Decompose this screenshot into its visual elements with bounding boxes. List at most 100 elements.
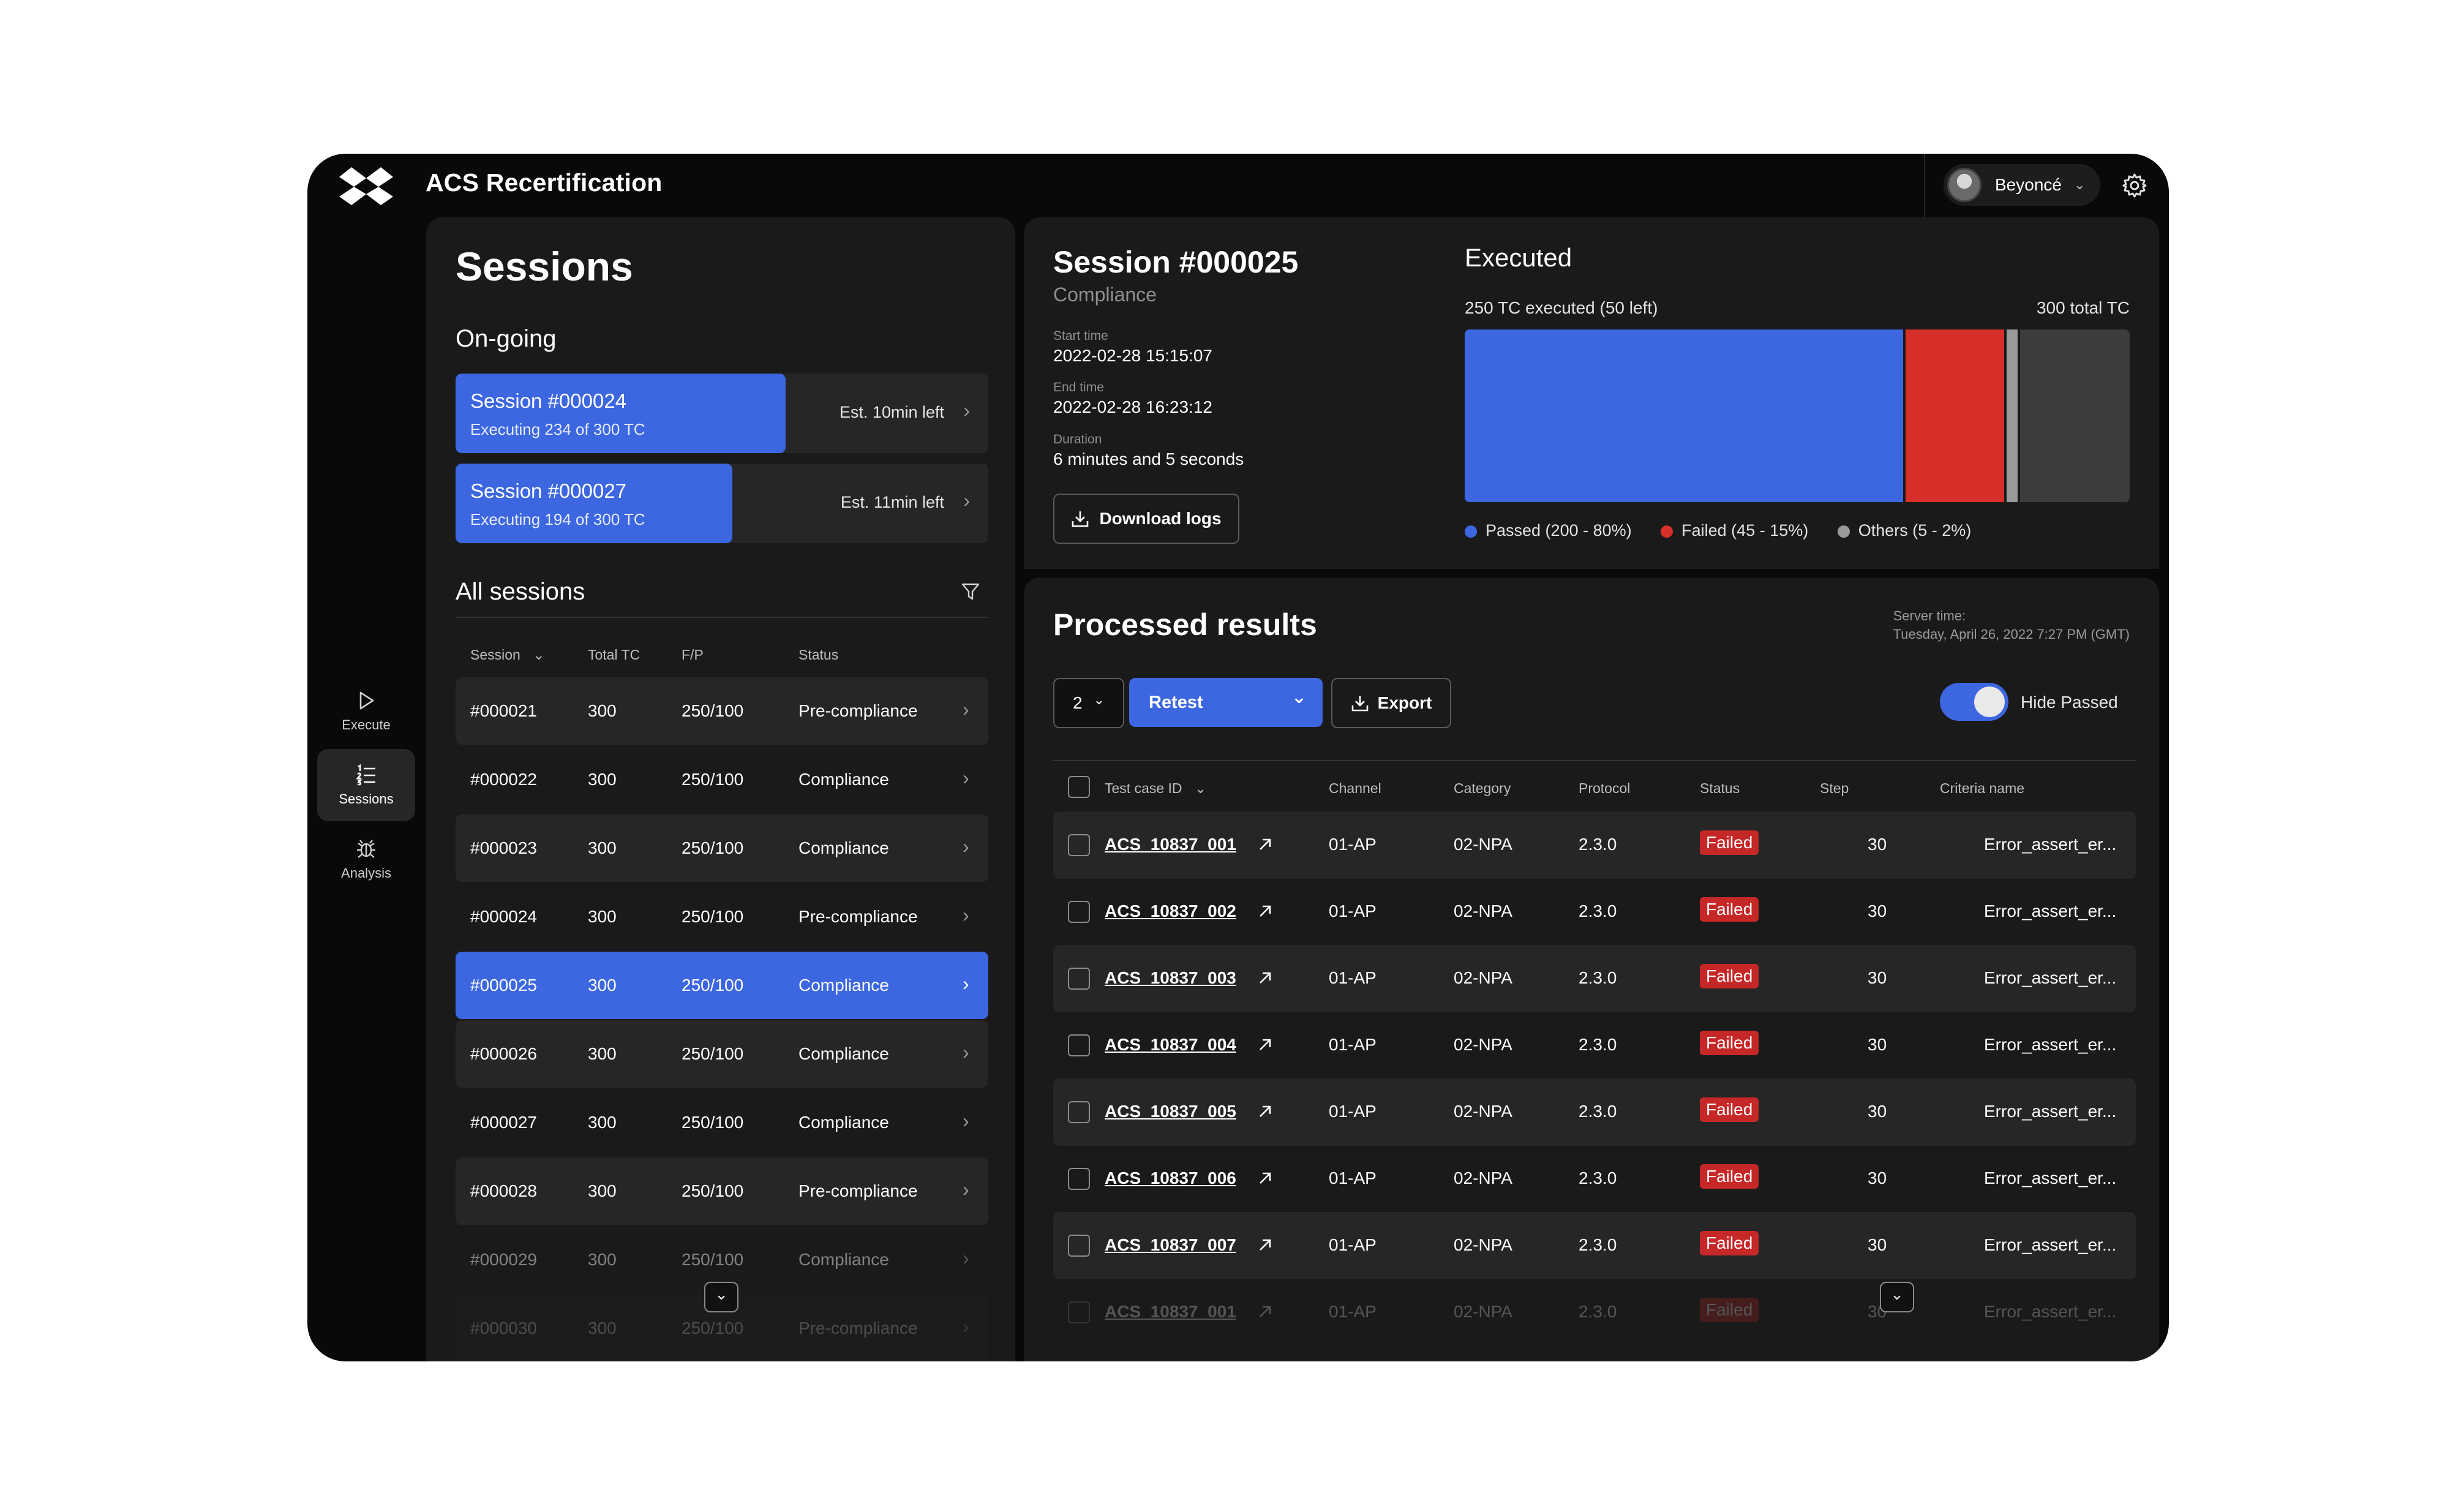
- table-row[interactable]: ACS_10837_005 01-AP 02-NPA 2.3.0 Failed …: [1053, 1078, 2136, 1146]
- scroll-down-button[interactable]: ⌄: [1880, 1282, 1914, 1312]
- executed-count: 250 TC executed (50 left): [1465, 298, 1658, 317]
- session-id: #000028: [470, 1181, 538, 1200]
- chevron-right-icon: ›: [963, 1041, 969, 1063]
- page-select[interactable]: 2 ⌄: [1053, 678, 1124, 728]
- nav-sessions[interactable]: Sessions: [317, 749, 415, 821]
- fail-pass: 250/100: [682, 976, 744, 995]
- row-checkbox[interactable]: [1068, 968, 1090, 990]
- table-row[interactable]: #000026 300 250/100 Compliance ›: [456, 1020, 988, 1088]
- app-logo-icon: [339, 167, 393, 205]
- table-row[interactable]: #000023 300 250/100 Compliance ›: [456, 815, 988, 882]
- start-time-value: 2022-02-28 15:15:07: [1053, 346, 1212, 365]
- status-badge: Failed: [1700, 1031, 1759, 1055]
- external-link-icon[interactable]: [1256, 1103, 1274, 1120]
- bug-icon: [357, 840, 375, 858]
- fail-pass: 250/100: [682, 1319, 744, 1338]
- session-progress-text: Executing 194 of 300 TC: [470, 510, 645, 529]
- session-eta: Est. 11min left: [840, 493, 944, 511]
- row-checkbox[interactable]: [1068, 1301, 1090, 1323]
- row-checkbox[interactable]: [1068, 901, 1090, 923]
- test-case-link[interactable]: ACS_10837_005: [1105, 1102, 1236, 1121]
- chevron-right-icon: ›: [963, 399, 970, 421]
- legend-others: Others (5 - 2%): [1837, 521, 1971, 540]
- scroll-down-button[interactable]: ⌄: [704, 1282, 738, 1312]
- hide-passed-toggle[interactable]: [1940, 683, 2008, 721]
- play-icon: [359, 691, 374, 710]
- column-header-total: Total TC: [588, 647, 640, 663]
- external-link-icon[interactable]: [1256, 1236, 1274, 1254]
- row-checkbox[interactable]: [1068, 1235, 1090, 1257]
- protocol: 2.3.0: [1579, 1035, 1617, 1054]
- nav-label: Execute: [342, 717, 391, 732]
- row-checkbox[interactable]: [1068, 1034, 1090, 1056]
- session-id: #000027: [470, 1113, 538, 1132]
- table-row[interactable]: ACS_10837_006 01-AP 02-NPA 2.3.0 Failed …: [1053, 1145, 2136, 1213]
- protocol: 2.3.0: [1579, 1168, 1617, 1187]
- session-id: #000022: [470, 770, 538, 789]
- total-tc: 300: [588, 1319, 617, 1338]
- external-link-icon[interactable]: [1256, 1036, 1274, 1053]
- table-row[interactable]: #000028 300 250/100 Pre-compliance ›: [456, 1157, 988, 1225]
- download-icon: [1351, 696, 1368, 712]
- legend-dot: [1837, 525, 1850, 538]
- export-label: Export: [1377, 693, 1432, 712]
- table-row[interactable]: #000029 300 250/100 Compliance ›: [456, 1226, 988, 1293]
- external-link-icon[interactable]: [1256, 969, 1274, 987]
- test-case-link[interactable]: ACS_10837_006: [1105, 1168, 1236, 1187]
- bar-failed: [1906, 329, 2005, 502]
- column-header-session[interactable]: Session ⌄: [470, 647, 545, 663]
- table-row[interactable]: ACS_10837_001 01-AP 02-NPA 2.3.0 Failed …: [1053, 811, 2136, 879]
- bar-remaining: [2020, 329, 2130, 502]
- test-case-link[interactable]: ACS_10837_007: [1105, 1235, 1236, 1254]
- row-checkbox[interactable]: [1068, 1101, 1090, 1123]
- retest-dropdown[interactable]: Retest ⌄: [1129, 678, 1323, 727]
- table-row[interactable]: #000024 300 250/100 Pre-compliance ›: [456, 883, 988, 950]
- table-row-selected[interactable]: #000025 300 250/100 Compliance ›: [456, 952, 988, 1019]
- table-row[interactable]: ACS_10837_007 01-AP 02-NPA 2.3.0 Failed …: [1053, 1212, 2136, 1279]
- column-header-step: Step: [1820, 780, 1849, 796]
- protocol: 2.3.0: [1579, 1102, 1617, 1121]
- external-link-icon[interactable]: [1256, 836, 1274, 853]
- ongoing-session-row[interactable]: Session #000027 Executing 194 of 300 TC …: [456, 464, 988, 543]
- table-row[interactable]: #000027 300 250/100 Compliance ›: [456, 1089, 988, 1156]
- table-row[interactable]: #000021 300 250/100 Pre-compliance ›: [456, 677, 988, 745]
- export-button[interactable]: Export: [1331, 678, 1451, 728]
- table-row[interactable]: #000022 300 250/100 Compliance ›: [456, 746, 988, 813]
- session-id: #000021: [470, 701, 538, 720]
- filter-icon[interactable]: [960, 581, 981, 602]
- chevron-right-icon: ›: [963, 1315, 969, 1338]
- nav-analysis[interactable]: Analysis: [317, 823, 415, 895]
- step: 30: [1868, 1168, 1887, 1187]
- user-menu[interactable]: Beyoncé ⌄: [1944, 164, 2100, 206]
- table-row[interactable]: ACS_10837_001 01-AP 02-NPA 2.3.0 Failed …: [1053, 1279, 2136, 1346]
- ongoing-session-row[interactable]: Session #000024 Executing 234 of 300 TC …: [456, 374, 988, 453]
- session-name: Session #000027: [470, 480, 627, 502]
- row-checkbox[interactable]: [1068, 834, 1090, 856]
- executed-title: Executed: [1465, 243, 1572, 272]
- test-case-link[interactable]: ACS_10837_001: [1105, 835, 1236, 854]
- session-id: #000024: [470, 907, 538, 926]
- step: 30: [1868, 835, 1887, 854]
- test-case-link[interactable]: ACS_10837_003: [1105, 968, 1236, 987]
- total-tc: 300: [588, 907, 617, 926]
- test-case-link[interactable]: ACS_10837_004: [1105, 1035, 1236, 1054]
- external-link-icon[interactable]: [1256, 903, 1274, 920]
- column-header-test-case-id[interactable]: Test case ID ⌄: [1105, 780, 1207, 796]
- fail-pass: 250/100: [682, 770, 744, 789]
- retest-label: Retest: [1149, 693, 1203, 712]
- nav-execute[interactable]: Execute: [317, 675, 415, 747]
- total-tc: 300: [588, 838, 617, 857]
- table-row[interactable]: ACS_10837_004 01-AP 02-NPA 2.3.0 Failed …: [1053, 1012, 2136, 1079]
- table-row[interactable]: ACS_10837_003 01-AP 02-NPA 2.3.0 Failed …: [1053, 945, 2136, 1012]
- gear-icon[interactable]: [2121, 172, 2148, 199]
- row-checkbox[interactable]: [1068, 1168, 1090, 1190]
- chevron-right-icon: ›: [963, 1110, 969, 1132]
- table-row[interactable]: ACS_10837_002 01-AP 02-NPA 2.3.0 Failed …: [1053, 878, 2136, 946]
- test-case-link[interactable]: ACS_10837_001: [1105, 1302, 1236, 1321]
- nav-label: Sessions: [339, 791, 394, 807]
- external-link-icon[interactable]: [1256, 1170, 1274, 1187]
- test-case-link[interactable]: ACS_10837_002: [1105, 901, 1236, 920]
- external-link-icon[interactable]: [1256, 1303, 1274, 1320]
- download-logs-button[interactable]: Download logs: [1053, 494, 1239, 544]
- select-all-checkbox[interactable]: [1068, 776, 1090, 798]
